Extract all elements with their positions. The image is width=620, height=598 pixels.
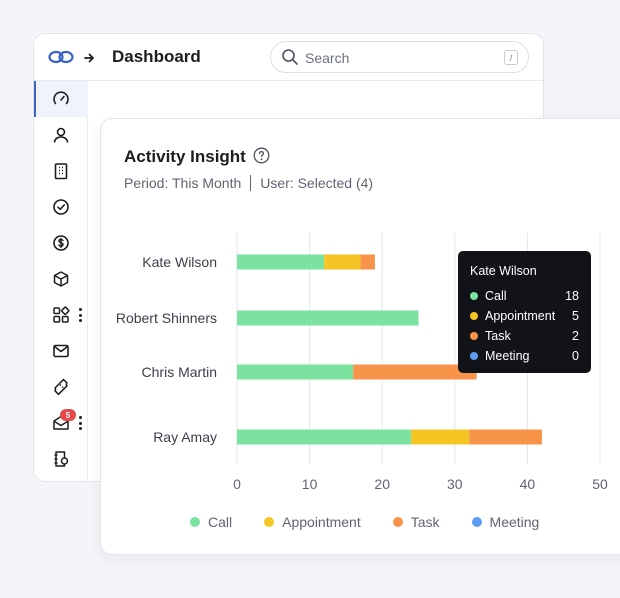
bar-segment-appointment	[411, 429, 470, 445]
tooltip-dot	[470, 332, 478, 340]
building-icon	[54, 163, 68, 180]
legend-label: Meeting	[489, 514, 540, 530]
tooltip-row: Task 2	[470, 326, 579, 346]
page-title: Dashboard	[112, 47, 201, 66]
legend-item-meeting[interactable]: Meeting	[471, 514, 540, 530]
legend-label: Call	[208, 514, 233, 530]
legend-item-appointment[interactable]: Appointment	[264, 514, 361, 530]
bar-segment-task	[360, 254, 375, 270]
legend-dot	[392, 517, 403, 527]
unread-badge: 5	[60, 409, 76, 421]
sidebar-item-inbox[interactable]: 5	[34, 405, 88, 441]
chart-tooltip: Kate Wilson Call 18 Appointment 5 Task 2 Meeti…	[458, 251, 591, 373]
tooltip-label: Task	[485, 329, 511, 343]
sidebar-item-apps[interactable]	[34, 297, 88, 333]
sidebar: 5	[34, 81, 88, 481]
user-filter[interactable]: User: Selected (4)	[260, 175, 374, 191]
user-icon	[53, 127, 69, 143]
sidebar-toggle-button[interactable]	[78, 47, 100, 69]
filter-divider	[250, 175, 252, 191]
speedometer-icon	[53, 91, 69, 105]
more-options-icon[interactable]	[78, 416, 82, 430]
chart-legend: Call Appointment Task Meeting	[190, 514, 571, 530]
shortcut-hint: /	[504, 50, 518, 65]
y-category-label: Robert Shinners	[116, 310, 217, 326]
search-icon	[282, 49, 298, 65]
x-tick-label: 20	[374, 476, 390, 492]
legend-dot	[264, 517, 275, 527]
dollar-circle-icon	[53, 235, 69, 251]
sidebar-item-dashboard[interactable]	[34, 81, 88, 117]
legend-item-call[interactable]: Call	[190, 514, 232, 530]
top-bar: Dashboard /	[34, 34, 543, 81]
x-tick-label: 50	[592, 476, 608, 492]
period-filter[interactable]: Period: This Month	[124, 175, 242, 191]
y-category-label: Kate Wilson	[142, 254, 217, 270]
x-tick-label: 0	[233, 476, 241, 492]
tooltip-value: 18	[565, 289, 579, 303]
sidebar-item-companies[interactable]	[34, 153, 88, 189]
sidebar-item-tasks[interactable]	[34, 189, 88, 225]
tooltip-row: Appointment 5	[470, 306, 579, 326]
tooltip-row: Call 18	[470, 286, 579, 306]
legend-dot	[471, 517, 482, 527]
bar-segment-call	[237, 310, 419, 326]
mail-icon	[53, 344, 69, 358]
legend-item-task[interactable]: Task	[392, 514, 440, 530]
more-options-icon[interactable]	[78, 308, 82, 322]
tooltip-value: 2	[572, 329, 579, 343]
sidebar-item-deals[interactable]	[34, 225, 88, 261]
activity-insight-card: Activity Insight Period: This Month User…	[100, 118, 620, 555]
check-circle-icon	[53, 199, 69, 215]
bar-segment-call	[237, 429, 412, 445]
sidebar-item-contact-book[interactable]	[34, 441, 88, 477]
inbox-icon	[53, 415, 69, 430]
sidebar-item-tickets[interactable]	[34, 369, 88, 405]
tooltip-dot	[470, 292, 478, 300]
tooltip-dot	[470, 352, 478, 360]
bar-segment-task	[353, 364, 477, 380]
tooltip-dot	[470, 312, 478, 320]
legend-dot	[190, 517, 200, 527]
bar-segment-task	[469, 429, 542, 445]
x-tick-label: 40	[520, 476, 536, 492]
card-filters: Period: This Month User: Selected (4)	[124, 175, 373, 191]
x-tick-label: 10	[302, 476, 318, 492]
ticket-icon	[54, 378, 68, 396]
search-box[interactable]: /	[270, 41, 529, 73]
tooltip-value: 0	[572, 349, 579, 363]
x-tick-label: 30	[447, 476, 463, 492]
sidebar-item-products[interactable]	[34, 261, 88, 297]
cube-icon	[53, 271, 69, 287]
y-category-label: Chris Martin	[142, 364, 217, 380]
apps-grid-icon	[53, 306, 70, 323]
bar-segment-call	[237, 254, 325, 270]
logo-icon	[48, 50, 74, 64]
tooltip-label: Appointment	[485, 309, 556, 323]
card-title: Activity Insight	[124, 147, 246, 166]
contact-book-icon	[54, 451, 69, 467]
tooltip-value: 5	[572, 309, 579, 323]
help-icon[interactable]	[253, 147, 270, 164]
tooltip-title: Kate Wilson	[470, 264, 537, 278]
bar-segment-appointment	[324, 254, 361, 270]
legend-label: Appointment	[282, 514, 361, 530]
legend-label: Task	[410, 514, 440, 530]
tooltip-label: Call	[485, 289, 507, 303]
bar-segment-call	[237, 364, 354, 380]
search-input[interactable]	[305, 48, 485, 68]
tooltip-row: Meeting 0	[470, 346, 579, 366]
sidebar-item-mail[interactable]	[34, 333, 88, 369]
tooltip-label: Meeting	[485, 349, 530, 363]
y-category-label: Ray Amay	[153, 429, 217, 445]
sidebar-item-contacts[interactable]	[34, 117, 88, 153]
arrow-right-icon	[84, 53, 94, 63]
